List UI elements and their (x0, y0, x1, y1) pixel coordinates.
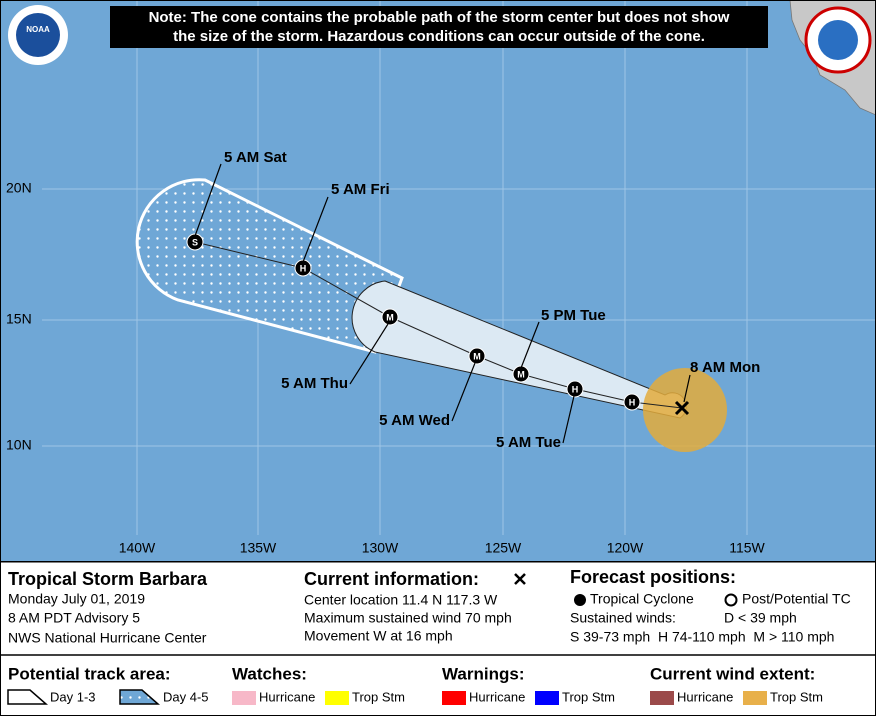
lon-label: 130W (362, 540, 399, 556)
forecast-scale: S 39-73 mph H 74-110 mph M > 110 mph (570, 629, 834, 645)
legend-title: Potential track area: (8, 664, 171, 683)
forecast-d: D < 39 mph (724, 610, 797, 626)
swatch (650, 691, 674, 705)
legend-item: Hurricane (677, 689, 733, 704)
forecast-point (468, 347, 486, 365)
swatch (325, 691, 349, 705)
lat-label: 10N (6, 437, 32, 453)
forecast-ptc: Post/Potential TC (742, 591, 851, 607)
forecast-title: Forecast positions: (570, 567, 736, 587)
lon-label: 135W (240, 540, 277, 556)
legend-item: Trop Stm (770, 689, 823, 704)
lon-label: 125W (485, 540, 522, 556)
forecast-point (186, 233, 204, 251)
legend-title: Watches: (232, 664, 307, 683)
swatch (232, 691, 256, 705)
current-line: Center location 11.4 N 117.3 W (304, 592, 498, 608)
legend-item: Trop Stm (352, 689, 405, 704)
leader-line (349, 323, 389, 385)
current-title: Current information: (304, 569, 479, 589)
lon-label: 140W (119, 540, 156, 556)
time-label: 5 AM Sat (224, 149, 287, 166)
storm-date: Monday July 01, 2019 (8, 591, 145, 607)
leader-line (562, 395, 575, 444)
point-symbol: M (517, 369, 525, 379)
time-labels: 5 AM Sat 5 AM Fri 5 PM Tue 8 AM Mon 5 AM Thu… (194, 149, 760, 451)
leader-line (451, 362, 476, 422)
lon-label: 115W (729, 540, 765, 556)
forecast-point (566, 380, 584, 398)
forecast-point (294, 259, 312, 277)
current-position (674, 400, 690, 416)
legend-title: Current wind extent: (650, 664, 815, 683)
forecast-point (512, 365, 530, 383)
day-1-3-icon (7, 689, 48, 705)
legend-item: Trop Stm (562, 689, 615, 704)
note-box (110, 6, 768, 48)
time-label: 5 AM Tue (496, 434, 561, 451)
track-line (194, 241, 683, 409)
track-points: S H M M M H H (186, 233, 641, 411)
legend-item: Day 1-3 (50, 689, 96, 704)
swatch (743, 691, 767, 705)
current-line: Maximum sustained wind 70 mph (304, 610, 512, 626)
swatch (442, 691, 466, 705)
note-line: the size of the storm. Hazardous conditi… (173, 28, 705, 45)
current-line: Movement W at 16 mph (304, 628, 453, 644)
lat-label: 20N (6, 180, 32, 196)
time-label: 5 AM Fri (331, 181, 390, 198)
leader-line (520, 321, 540, 369)
current-icon (514, 573, 526, 585)
point-symbol: M (386, 312, 394, 322)
legend-item: Hurricane (259, 689, 315, 704)
time-label: 5 AM Wed (379, 412, 450, 429)
point-symbol: H (572, 384, 579, 394)
info-panel (0, 562, 876, 716)
storm-name: Tropical Storm Barbara (8, 569, 208, 589)
noaa-text: NOAA (26, 25, 50, 34)
legend-item: Day 4-5 (163, 689, 209, 704)
point-symbol: S (192, 237, 198, 247)
legend-title: Warnings: (442, 664, 524, 683)
legend-item: Hurricane (469, 689, 525, 704)
leader-line (302, 196, 329, 263)
cone-day-4-5 (135, 178, 404, 354)
note-line: Note: The cone contains the probable pat… (149, 9, 730, 26)
ocean (0, 0, 876, 562)
noaa-logo-inner (16, 13, 60, 57)
time-label: 5 PM Tue (541, 307, 606, 324)
forecast-winds: Sustained winds: (570, 610, 676, 626)
nws-logo-inner (818, 20, 858, 60)
time-label: 5 AM Thu (281, 375, 348, 392)
point-symbol: H (629, 397, 636, 407)
day-4-5-icon (119, 689, 160, 705)
tc-icon (574, 594, 586, 606)
forecast-point (381, 308, 399, 326)
storm-advisory: 8 AM PDT Advisory 5 (8, 610, 140, 626)
point-symbol: M (473, 351, 481, 361)
time-label: 8 AM Mon (690, 359, 760, 376)
swatch (535, 691, 559, 705)
forecast-tc: Tropical Cyclone (590, 591, 694, 607)
storm-center: NWS National Hurricane Center (8, 630, 207, 646)
leader-line (683, 374, 691, 403)
ptc-icon (724, 593, 738, 607)
lon-label: 120W (607, 540, 644, 556)
forecast-point (623, 393, 641, 411)
lat-label: 15N (6, 311, 32, 327)
leader-line (194, 163, 222, 237)
point-symbol: H (300, 263, 307, 273)
